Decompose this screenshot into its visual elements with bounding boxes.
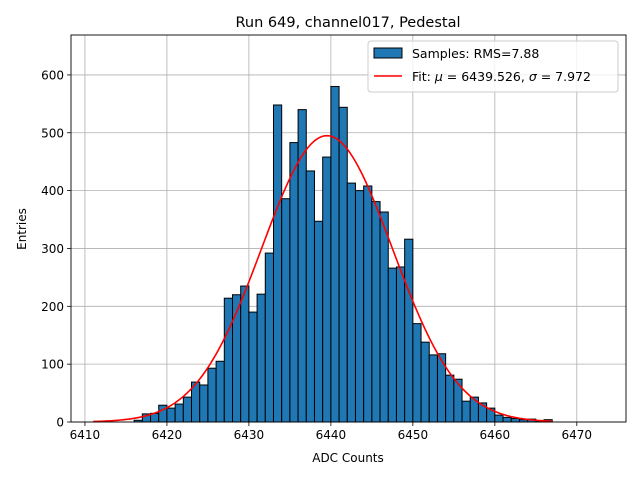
legend-box — [367, 40, 619, 93]
histogram-bar — [256, 293, 266, 423]
histogram-bar — [215, 360, 225, 423]
y-tick-label: 0 — [56, 416, 64, 430]
histogram-bar — [338, 106, 348, 423]
x-tick-label: 6410 — [70, 428, 101, 442]
histogram-bar — [354, 190, 365, 423]
histogram-bar — [166, 407, 176, 423]
histogram-bar — [494, 414, 504, 423]
histogram-bar — [461, 400, 471, 423]
y-tick-label: 500 — [41, 126, 64, 140]
histogram-bar — [313, 220, 324, 423]
histogram-bar — [248, 311, 258, 423]
histogram-bar — [371, 201, 381, 423]
histogram-bar — [510, 418, 520, 423]
x-tick-label: 6440 — [316, 428, 347, 442]
x-axis-label: ADC Counts — [312, 451, 384, 465]
histogram-bar — [223, 297, 233, 423]
x-tick-label: 6460 — [480, 428, 511, 442]
histogram-bar — [379, 211, 389, 423]
histogram-bar — [404, 238, 414, 423]
y-axis-ticks: 0 100 200 300 400 500 600 — [41, 68, 71, 430]
plot-frame — [70, 34, 627, 423]
y-tick-label: 100 — [41, 358, 64, 372]
histogram-bar — [289, 142, 299, 423]
histogram-bar — [387, 267, 397, 423]
y-tick-label: 600 — [41, 68, 64, 82]
legend: Samples: RMS=7.88 Fit: μ = 6439.526, σ =… — [367, 40, 619, 93]
histogram-bar — [272, 104, 283, 423]
y-tick-label: 200 — [41, 300, 64, 314]
histogram-bar — [199, 384, 209, 423]
y-tick-label: 400 — [41, 184, 64, 198]
histogram-bar — [281, 198, 291, 423]
legend-fit-label: Fit: μ = 6439.526, σ = 7.972 — [412, 69, 591, 84]
histogram-bar — [182, 396, 193, 423]
histogram-bar — [502, 416, 512, 423]
legend-hist-label: Samples: RMS=7.88 — [412, 46, 539, 61]
histogram-bar — [174, 403, 184, 423]
y-tick-label: 300 — [41, 242, 64, 256]
y-axis-label: Entries — [15, 208, 29, 250]
histogram-bar — [305, 170, 315, 423]
histogram-bar — [240, 285, 250, 423]
histogram-bar — [420, 341, 430, 423]
histogram-bar — [346, 182, 356, 423]
histogram-bar — [264, 252, 274, 423]
histogram-bar — [322, 156, 332, 423]
x-tick-label: 6420 — [152, 428, 183, 442]
histogram-bars — [133, 85, 553, 423]
histogram-bar — [445, 374, 455, 423]
histogram-bar — [395, 266, 406, 423]
histogram-bar — [428, 354, 438, 423]
x-tick-label: 6450 — [398, 428, 429, 442]
histogram-bar — [207, 367, 217, 423]
legend-hist-swatch — [373, 47, 403, 59]
histogram-bar — [412, 323, 422, 423]
histogram-bar — [453, 378, 463, 423]
x-tick-label: 6430 — [234, 428, 265, 442]
chart-title: Run 649, channel017, Pedestal — [235, 15, 460, 31]
fit-curve — [93, 134, 553, 423]
histogram-bar — [363, 185, 373, 423]
x-tick-label: 6470 — [562, 428, 593, 442]
x-axis-ticks: 6410 6420 6430 6440 6450 6460 6470 — [70, 422, 592, 442]
